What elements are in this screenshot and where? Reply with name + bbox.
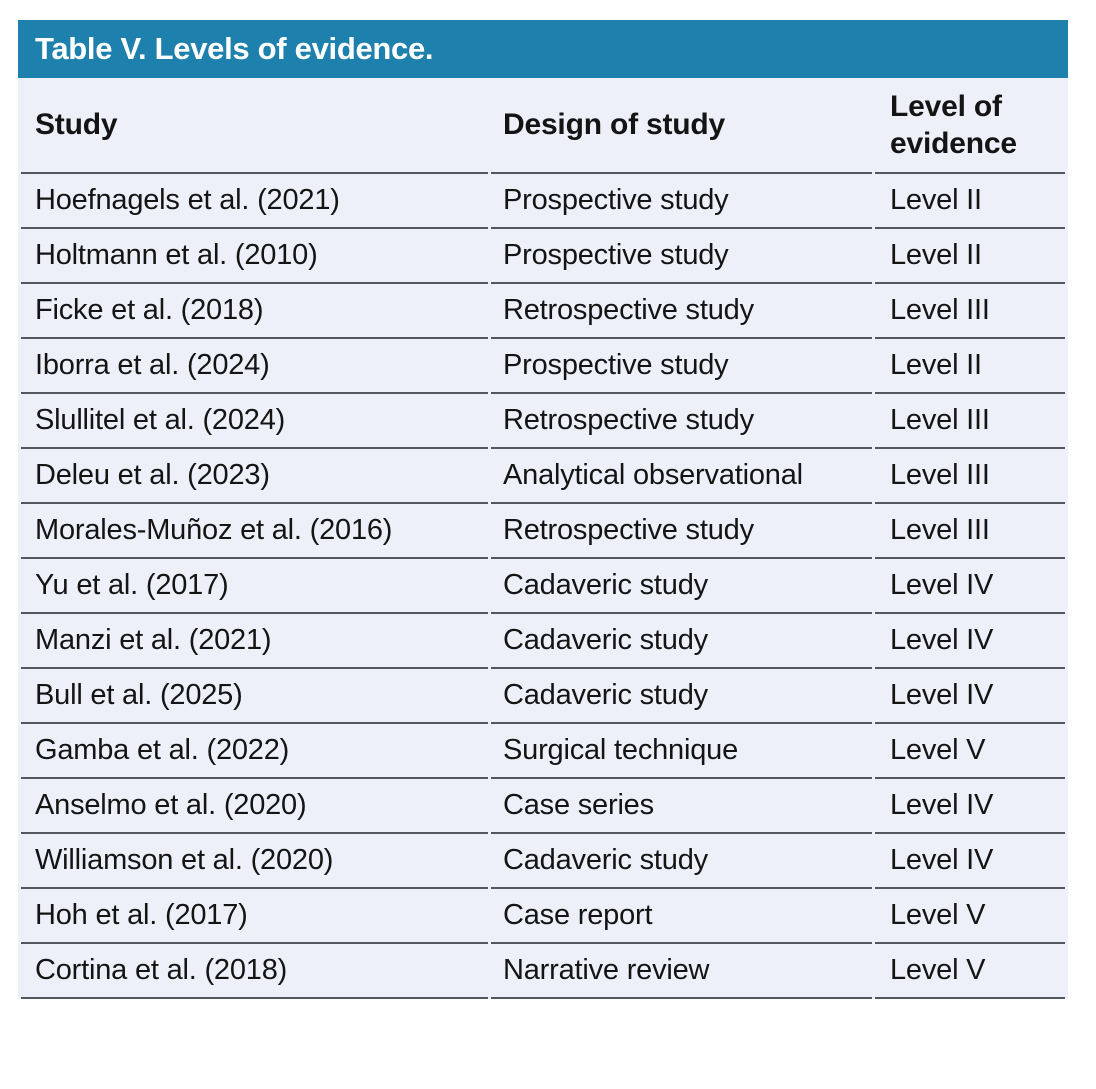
design-cell: Retrospective study bbox=[491, 284, 872, 339]
study-cell: Anselmo et al. (2020) bbox=[21, 779, 488, 834]
table-row: Slullitel et al. (2024) Retrospective stu… bbox=[21, 394, 1065, 449]
design-cell: Prospective study bbox=[491, 174, 872, 229]
study-cell: Gamba et al. (2022) bbox=[21, 724, 488, 779]
table-row: Deleu et al. (2023) Analytical observatio… bbox=[21, 449, 1065, 504]
level-cell: Level III bbox=[875, 284, 1065, 339]
evidence-table: Study Design of study Level of evidence … bbox=[18, 78, 1068, 999]
level-cell: Level V bbox=[875, 889, 1065, 944]
design-cell: Surgical technique bbox=[491, 724, 872, 779]
design-cell: Analytical observational bbox=[491, 449, 872, 504]
table-row: Cortina et al. (2018) Narrative review Lev… bbox=[21, 944, 1065, 999]
level-cell: Level V bbox=[875, 944, 1065, 999]
design-cell: Cadaveric study bbox=[491, 559, 872, 614]
study-cell: Bull et al. (2025) bbox=[21, 669, 488, 724]
design-cell: Case series bbox=[491, 779, 872, 834]
level-cell: Level III bbox=[875, 504, 1065, 559]
table-row: Ficke et al. (2018) Retrospective study Le… bbox=[21, 284, 1065, 339]
study-cell: Hoefnagels et al. (2021) bbox=[21, 174, 488, 229]
table-row: Williamson et al. (2020) Cadaveric study L… bbox=[21, 834, 1065, 889]
study-cell: Morales-Muñoz et al. (2016) bbox=[21, 504, 488, 559]
table-row: Yu et al. (2017) Cadaveric study Level IV bbox=[21, 559, 1065, 614]
study-cell: Ficke et al. (2018) bbox=[21, 284, 488, 339]
column-header-design: Design of study bbox=[491, 78, 872, 174]
study-cell: Deleu et al. (2023) bbox=[21, 449, 488, 504]
level-cell: Level IV bbox=[875, 834, 1065, 889]
level-cell: Level II bbox=[875, 174, 1065, 229]
design-cell: Retrospective study bbox=[491, 504, 872, 559]
design-cell: Prospective study bbox=[491, 339, 872, 394]
level-cell: Level II bbox=[875, 229, 1065, 284]
study-cell: Manzi et al. (2021) bbox=[21, 614, 488, 669]
table-title: Table V. Levels of evidence. bbox=[35, 31, 434, 66]
design-cell: Narrative review bbox=[491, 944, 872, 999]
table-title-bar: Table V. Levels of evidence. bbox=[18, 20, 1068, 78]
design-cell: Cadaveric study bbox=[491, 834, 872, 889]
level-cell: Level II bbox=[875, 339, 1065, 394]
table-row: Gamba et al. (2022) Surgical technique Lev… bbox=[21, 724, 1065, 779]
table-figure: Table V. Levels of evidence. Study Desig… bbox=[18, 20, 1068, 999]
study-cell: Slullitel et al. (2024) bbox=[21, 394, 488, 449]
study-cell: Holtmann et al. (2010) bbox=[21, 229, 488, 284]
level-cell: Level V bbox=[875, 724, 1065, 779]
level-cell: Level IV bbox=[875, 779, 1065, 834]
table-row: Manzi et al. (2021) Cadaveric study Level … bbox=[21, 614, 1065, 669]
study-cell: Hoh et al. (2017) bbox=[21, 889, 488, 944]
design-cell: Prospective study bbox=[491, 229, 872, 284]
design-cell: Retrospective study bbox=[491, 394, 872, 449]
level-cell: Level III bbox=[875, 449, 1065, 504]
study-cell: Iborra et al. (2024) bbox=[21, 339, 488, 394]
level-cell: Level IV bbox=[875, 669, 1065, 724]
design-cell: Cadaveric study bbox=[491, 669, 872, 724]
table-body: Hoefnagels et al. (2021) Prospective stud… bbox=[21, 174, 1065, 999]
study-cell: Williamson et al. (2020) bbox=[21, 834, 488, 889]
column-header-study: Study bbox=[21, 78, 488, 174]
design-cell: Case report bbox=[491, 889, 872, 944]
table-row: Hoh et al. (2017) Case report Level V bbox=[21, 889, 1065, 944]
level-cell: Level III bbox=[875, 394, 1065, 449]
header-row: Study Design of study Level of evidence bbox=[21, 78, 1065, 174]
table-row: Iborra et al. (2024) Prospective study Lev… bbox=[21, 339, 1065, 394]
column-header-level: Level of evidence bbox=[875, 78, 1065, 174]
table-row: Anselmo et al. (2020) Case series Level IV bbox=[21, 779, 1065, 834]
study-cell: Yu et al. (2017) bbox=[21, 559, 488, 614]
study-cell: Cortina et al. (2018) bbox=[21, 944, 488, 999]
table-row: Holtmann et al. (2010) Prospective study L… bbox=[21, 229, 1065, 284]
table-row: Hoefnagels et al. (2021) Prospective stud… bbox=[21, 174, 1065, 229]
table-row: Bull et al. (2025) Cadaveric study Level I… bbox=[21, 669, 1065, 724]
table-row: Morales-Muñoz et al. (2016) Retrospective… bbox=[21, 504, 1065, 559]
design-cell: Cadaveric study bbox=[491, 614, 872, 669]
level-cell: Level IV bbox=[875, 559, 1065, 614]
level-cell: Level IV bbox=[875, 614, 1065, 669]
